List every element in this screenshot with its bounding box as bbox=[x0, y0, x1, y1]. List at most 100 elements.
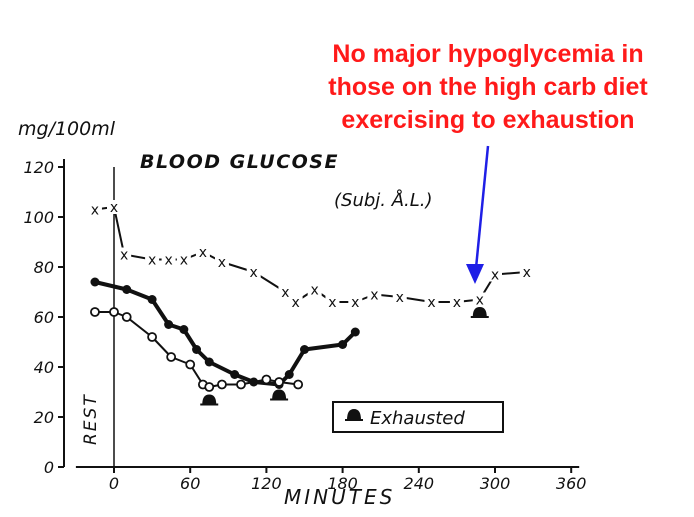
annotation-line: No major hypoglycemia in bbox=[332, 40, 644, 68]
svg-text:x: x bbox=[453, 295, 461, 311]
data-point-filled bbox=[350, 327, 360, 337]
x-tick-label: 240 bbox=[404, 474, 435, 493]
svg-text:x: x bbox=[281, 285, 289, 301]
x-tick-label: 0 bbox=[109, 474, 119, 493]
legend-exhausted-marker bbox=[347, 409, 361, 420]
data-point-x: x bbox=[367, 287, 382, 304]
chart-axes: 0 20 40 60 80 100 120 0 60 120 180 240 300 360 bbox=[23, 158, 586, 493]
x-tick-label: 180 bbox=[327, 474, 358, 493]
data-point-filled bbox=[164, 320, 174, 329]
data-point-open bbox=[185, 359, 196, 370]
y-tick-label: 0 bbox=[44, 458, 54, 477]
svg-text:x: x bbox=[199, 245, 207, 261]
svg-text:x: x bbox=[218, 255, 226, 271]
svg-text:x: x bbox=[396, 290, 404, 306]
data-point-x: x bbox=[145, 252, 160, 269]
subject-label: (Subj. Å.L.) bbox=[334, 189, 433, 211]
legend-box: Exhausted bbox=[332, 401, 504, 433]
x-tick-label: 300 bbox=[480, 474, 511, 493]
data-point-filled bbox=[204, 357, 214, 367]
data-point-filled bbox=[192, 345, 202, 354]
data-point-open bbox=[217, 379, 227, 390]
series-3 bbox=[90, 307, 304, 392]
data-point-x: x bbox=[392, 290, 407, 306]
rest-label: REST bbox=[81, 393, 101, 445]
y-tick-label: 40 bbox=[34, 358, 54, 377]
data-point-open bbox=[293, 379, 304, 390]
svg-text:x: x bbox=[91, 203, 99, 219]
svg-text:x: x bbox=[476, 293, 484, 309]
data-point-x: x bbox=[195, 245, 210, 261]
data-point-open bbox=[121, 312, 132, 322]
data-point-x: x bbox=[325, 295, 340, 311]
annotation-text: No major hypoglycemia in those on the hi… bbox=[283, 38, 693, 137]
data-point-x: x bbox=[348, 295, 363, 311]
data-point-x: x bbox=[307, 282, 322, 299]
annotation-arrow bbox=[466, 145, 490, 284]
svg-text:x: x bbox=[351, 295, 359, 311]
y-tick-label: 80 bbox=[34, 258, 54, 277]
svg-text:x: x bbox=[120, 248, 128, 264]
data-point-x: x bbox=[519, 265, 534, 281]
data-point-x: x bbox=[117, 247, 132, 264]
y-tick-label: 60 bbox=[34, 308, 54, 327]
data-point-x: x bbox=[472, 292, 487, 309]
y-axis-label: mg/100ml bbox=[18, 118, 116, 140]
data-point-x: x bbox=[176, 252, 191, 269]
data-point-filled bbox=[90, 277, 100, 287]
data-point-x: x bbox=[288, 295, 303, 311]
data-point-open bbox=[109, 307, 119, 317]
data-point-filled bbox=[147, 295, 157, 304]
svg-text:x: x bbox=[491, 268, 499, 284]
data-point-open bbox=[166, 352, 177, 362]
svg-text:x: x bbox=[110, 200, 118, 216]
chart-title: BLOOD GLUCOSE bbox=[140, 151, 339, 173]
svg-text:x: x bbox=[427, 295, 435, 311]
data-point-open bbox=[204, 382, 215, 392]
y-tick-label: 100 bbox=[23, 208, 54, 227]
svg-text:x: x bbox=[328, 295, 336, 311]
y-tick-label: 120 bbox=[23, 158, 54, 177]
series-2 bbox=[90, 277, 360, 389]
exhausted-markers bbox=[200, 307, 489, 406]
data-point-filled bbox=[284, 370, 294, 379]
data-point-open bbox=[261, 374, 272, 385]
data-point-x: x bbox=[161, 252, 176, 269]
data-point-open bbox=[147, 332, 158, 342]
annotation-line: those on the high carb diet bbox=[328, 73, 648, 101]
data-point-x: x bbox=[87, 202, 102, 219]
x-tick-label: 360 bbox=[556, 474, 587, 493]
svg-text:x: x bbox=[180, 253, 188, 269]
data-point-filled bbox=[179, 325, 189, 334]
data-point-open bbox=[90, 307, 100, 317]
data-point-x: x bbox=[246, 265, 261, 281]
exhausted-marker bbox=[200, 394, 219, 406]
svg-text:x: x bbox=[370, 288, 378, 304]
data-point-x: x bbox=[214, 255, 229, 271]
series-line bbox=[94, 280, 357, 387]
svg-text:x: x bbox=[250, 265, 258, 281]
svg-text:x: x bbox=[311, 283, 319, 299]
exhausted-marker bbox=[270, 389, 289, 401]
data-point-x: x bbox=[424, 295, 439, 311]
data-point-filled bbox=[338, 340, 348, 349]
data-point-filled bbox=[300, 345, 309, 354]
data-point-x: x bbox=[449, 295, 464, 311]
x-axis-label: MINUTES bbox=[284, 485, 395, 509]
svg-text:x: x bbox=[164, 253, 172, 269]
legend-label: Exhausted bbox=[370, 408, 465, 429]
data-point-filled bbox=[122, 285, 132, 294]
data-point-open bbox=[274, 377, 285, 387]
annotation-line: exercising to exhaustion bbox=[341, 106, 635, 134]
x-tick-label: 60 bbox=[180, 474, 200, 493]
x-tick-label: 120 bbox=[251, 474, 282, 493]
exhausted-marker bbox=[470, 307, 489, 318]
svg-text:x: x bbox=[291, 295, 299, 311]
y-tick-label: 20 bbox=[34, 408, 54, 427]
data-point-x: x bbox=[488, 267, 502, 284]
data-point-filled bbox=[230, 370, 240, 379]
svg-text:x: x bbox=[523, 265, 531, 281]
